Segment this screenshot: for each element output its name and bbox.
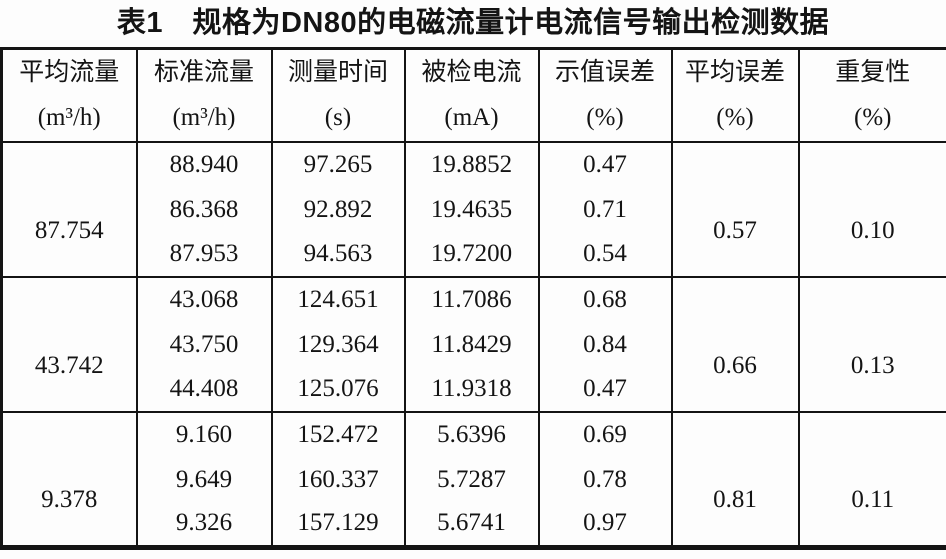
cell-indication-error: 0.47 [537, 367, 673, 412]
col-header-unit: (%) [716, 104, 754, 131]
table-row: 86.368 92.892 19.4635 0.71 [2, 187, 946, 232]
cell-measure-time: 129.364 [270, 322, 406, 367]
cell-measure-time: 157.129 [270, 502, 406, 547]
col-header-checked-current: 被检电流 (mA) [403, 48, 540, 143]
table-row: 44.408 125.076 11.9318 0.47 [2, 367, 946, 412]
cell-repeatability: 0.11 [797, 411, 946, 547]
col-header-label: 平均流量 [19, 59, 120, 86]
cell-std-flow: 9.649 [135, 457, 273, 502]
cell-measure-time: 152.472 [270, 411, 406, 457]
cell-checked-current: 11.7086 [403, 276, 540, 322]
cell-std-flow: 87.953 [135, 232, 273, 277]
table-row: 9.649 160.337 5.7287 0.78 [2, 457, 946, 502]
cell-checked-current: 19.4635 [403, 187, 540, 232]
col-header-measure-time: 测量时间 (s) [270, 48, 406, 143]
col-header-indication-error: 示值误差 (%) [537, 48, 673, 143]
cell-std-flow: 9.326 [135, 502, 273, 547]
table-row: 87.953 94.563 19.7200 0.54 [2, 232, 946, 277]
col-header-label: 平均误差 [684, 59, 785, 86]
cell-avg-flow: 9.378 [0, 411, 138, 547]
table-row: 43.742 43.068 124.651 11.7086 0.68 0.66 … [0, 276, 946, 412]
col-header-avg-error: 平均误差 (%) [670, 48, 800, 143]
cell-indication-error: 0.69 [537, 411, 673, 457]
cell-indication-error: 0.97 [537, 502, 673, 547]
table-row: 9.326 157.129 5.6741 0.97 [2, 502, 946, 547]
cell-checked-current: 5.6741 [403, 502, 540, 547]
col-header-label: 被检电流 [421, 59, 522, 86]
cell-std-flow: 88.940 [135, 141, 273, 187]
cell-std-flow: 9.160 [135, 411, 273, 457]
measurement-data-table: 平均流量 (m³/h) 标准流量 (m³/h) 测量时间 (s) 被检电流 (m… [0, 47, 946, 550]
cell-checked-current: 19.7200 [403, 232, 540, 277]
col-header-unit: (%) [586, 104, 624, 131]
cell-repeatability: 0.13 [797, 276, 946, 412]
col-header-label: 标准流量 [153, 59, 254, 86]
col-header-unit: (m³/h) [37, 104, 101, 131]
table-row: 43.750 129.364 11.8429 0.84 [2, 322, 946, 367]
cell-checked-current: 11.8429 [403, 322, 540, 367]
cell-indication-error: 0.47 [537, 141, 673, 187]
col-header-std-flow: 标准流量 (m³/h) [135, 48, 273, 143]
table-row: 9.378 9.160 152.472 5.6396 0.69 0.81 0.1… [0, 411, 946, 547]
cell-indication-error: 0.71 [537, 187, 673, 232]
cell-indication-error: 0.68 [537, 276, 673, 322]
cell-avg-flow: 87.754 [0, 141, 138, 277]
cell-std-flow: 43.750 [135, 322, 273, 367]
col-header-unit: (mA) [444, 104, 499, 131]
cell-indication-error: 0.54 [537, 232, 673, 277]
col-header-repeatability: 重复性 (%) [797, 48, 946, 143]
cell-checked-current: 5.7287 [403, 457, 540, 502]
col-header-avg-flow: 平均流量 (m³/h) [0, 48, 138, 143]
cell-measure-time: 160.337 [270, 457, 406, 502]
cell-measure-time: 94.563 [270, 232, 406, 277]
cell-measure-time: 92.892 [270, 187, 406, 232]
cell-checked-current: 5.6396 [403, 411, 540, 457]
cell-std-flow: 44.408 [135, 367, 273, 412]
cell-repeatability: 0.10 [797, 141, 946, 277]
cell-indication-error: 0.78 [537, 457, 673, 502]
cell-measure-time: 124.651 [270, 276, 406, 322]
col-header-label: 测量时间 [287, 59, 388, 86]
col-header-unit: (%) [854, 104, 892, 131]
cell-avg-error: 0.57 [670, 141, 800, 277]
col-header-label: 重复性 [835, 59, 911, 86]
cell-checked-current: 11.9318 [403, 367, 540, 412]
cell-measure-time: 97.265 [270, 141, 406, 187]
table-title: 表1 规格为DN80的电磁流量计电流信号输出检测数据 [116, 7, 830, 39]
cell-avg-flow: 43.742 [0, 276, 138, 412]
col-header-unit: (s) [324, 104, 352, 131]
cell-avg-error: 0.66 [670, 276, 800, 412]
header-row: 平均流量 (m³/h) 标准流量 (m³/h) 测量时间 (s) 被检电流 (m… [0, 48, 946, 143]
col-header-label: 示值误差 [554, 59, 655, 86]
table-row: 87.754 88.940 97.265 19.8852 0.47 0.57 0… [0, 141, 946, 277]
cell-measure-time: 125.076 [270, 367, 406, 412]
cell-avg-error: 0.81 [670, 411, 800, 547]
cell-std-flow: 86.368 [135, 187, 273, 232]
col-header-unit: (m³/h) [172, 104, 236, 131]
cell-std-flow: 43.068 [135, 276, 273, 322]
cell-checked-current: 19.8852 [403, 141, 540, 187]
cell-indication-error: 0.84 [537, 322, 673, 367]
